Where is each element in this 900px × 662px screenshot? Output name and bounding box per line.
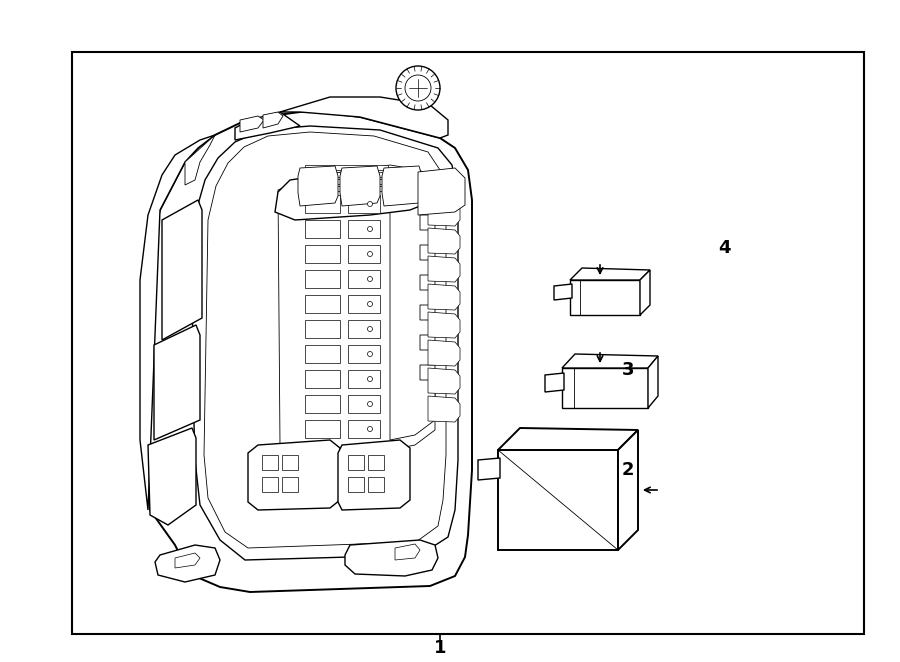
- Circle shape: [367, 277, 373, 281]
- Polygon shape: [348, 220, 380, 238]
- Polygon shape: [305, 370, 340, 388]
- Polygon shape: [382, 166, 422, 206]
- Polygon shape: [305, 270, 340, 288]
- Polygon shape: [263, 112, 283, 128]
- Polygon shape: [428, 368, 460, 394]
- Polygon shape: [545, 373, 564, 392]
- Polygon shape: [305, 165, 388, 170]
- Text: 3: 3: [622, 361, 634, 379]
- Polygon shape: [428, 340, 460, 366]
- Polygon shape: [278, 165, 435, 458]
- Polygon shape: [148, 428, 196, 525]
- Circle shape: [367, 301, 373, 307]
- Polygon shape: [348, 477, 364, 492]
- Polygon shape: [275, 168, 435, 220]
- Polygon shape: [618, 430, 638, 550]
- Polygon shape: [305, 420, 340, 438]
- Polygon shape: [348, 420, 380, 438]
- Polygon shape: [345, 540, 438, 576]
- Polygon shape: [554, 284, 572, 300]
- Polygon shape: [305, 195, 340, 213]
- Polygon shape: [185, 135, 215, 185]
- Polygon shape: [175, 553, 200, 568]
- Polygon shape: [640, 270, 650, 315]
- Polygon shape: [235, 112, 300, 140]
- Polygon shape: [348, 455, 364, 470]
- Polygon shape: [348, 295, 380, 313]
- Polygon shape: [204, 132, 446, 548]
- Polygon shape: [348, 270, 380, 288]
- Polygon shape: [162, 200, 202, 340]
- Polygon shape: [305, 245, 340, 263]
- Polygon shape: [192, 126, 458, 560]
- Polygon shape: [305, 345, 340, 363]
- Circle shape: [367, 426, 373, 432]
- Polygon shape: [248, 440, 340, 510]
- Polygon shape: [562, 368, 648, 408]
- Polygon shape: [348, 245, 380, 263]
- Circle shape: [367, 352, 373, 357]
- Polygon shape: [428, 228, 460, 254]
- Polygon shape: [498, 450, 618, 550]
- Circle shape: [367, 377, 373, 381]
- Circle shape: [367, 401, 373, 406]
- Polygon shape: [262, 455, 278, 470]
- Polygon shape: [305, 395, 340, 413]
- Polygon shape: [390, 195, 435, 440]
- Polygon shape: [428, 284, 460, 310]
- Polygon shape: [418, 168, 465, 215]
- Polygon shape: [570, 268, 650, 280]
- Circle shape: [396, 66, 440, 110]
- Polygon shape: [282, 455, 298, 470]
- Polygon shape: [140, 135, 215, 510]
- Polygon shape: [338, 440, 410, 510]
- Circle shape: [405, 75, 431, 101]
- Polygon shape: [305, 186, 388, 191]
- Polygon shape: [154, 325, 200, 440]
- Polygon shape: [428, 396, 460, 422]
- Polygon shape: [240, 116, 264, 132]
- Polygon shape: [305, 320, 340, 338]
- Circle shape: [367, 252, 373, 256]
- Polygon shape: [648, 356, 658, 408]
- Polygon shape: [148, 112, 472, 592]
- Polygon shape: [305, 179, 388, 184]
- Text: 4: 4: [718, 239, 731, 257]
- Polygon shape: [562, 354, 658, 368]
- Polygon shape: [478, 458, 500, 480]
- Polygon shape: [305, 220, 340, 238]
- Polygon shape: [348, 320, 380, 338]
- Circle shape: [367, 326, 373, 332]
- Text: 2: 2: [622, 461, 634, 479]
- Polygon shape: [368, 477, 384, 492]
- Polygon shape: [498, 428, 638, 450]
- Polygon shape: [428, 256, 460, 282]
- Polygon shape: [348, 345, 380, 363]
- Polygon shape: [428, 200, 460, 226]
- Polygon shape: [348, 395, 380, 413]
- Polygon shape: [155, 545, 220, 582]
- Polygon shape: [282, 477, 298, 492]
- Polygon shape: [570, 280, 640, 315]
- Polygon shape: [298, 166, 338, 206]
- Circle shape: [367, 226, 373, 232]
- Polygon shape: [340, 166, 380, 206]
- Polygon shape: [428, 312, 460, 338]
- Polygon shape: [262, 477, 278, 492]
- Polygon shape: [395, 544, 420, 560]
- Polygon shape: [348, 370, 380, 388]
- Polygon shape: [368, 455, 384, 470]
- Polygon shape: [280, 97, 448, 138]
- Text: 1: 1: [434, 639, 446, 657]
- Bar: [72, 52, 864, 634]
- Polygon shape: [348, 195, 380, 213]
- Circle shape: [367, 201, 373, 207]
- Polygon shape: [305, 172, 388, 177]
- Polygon shape: [305, 295, 340, 313]
